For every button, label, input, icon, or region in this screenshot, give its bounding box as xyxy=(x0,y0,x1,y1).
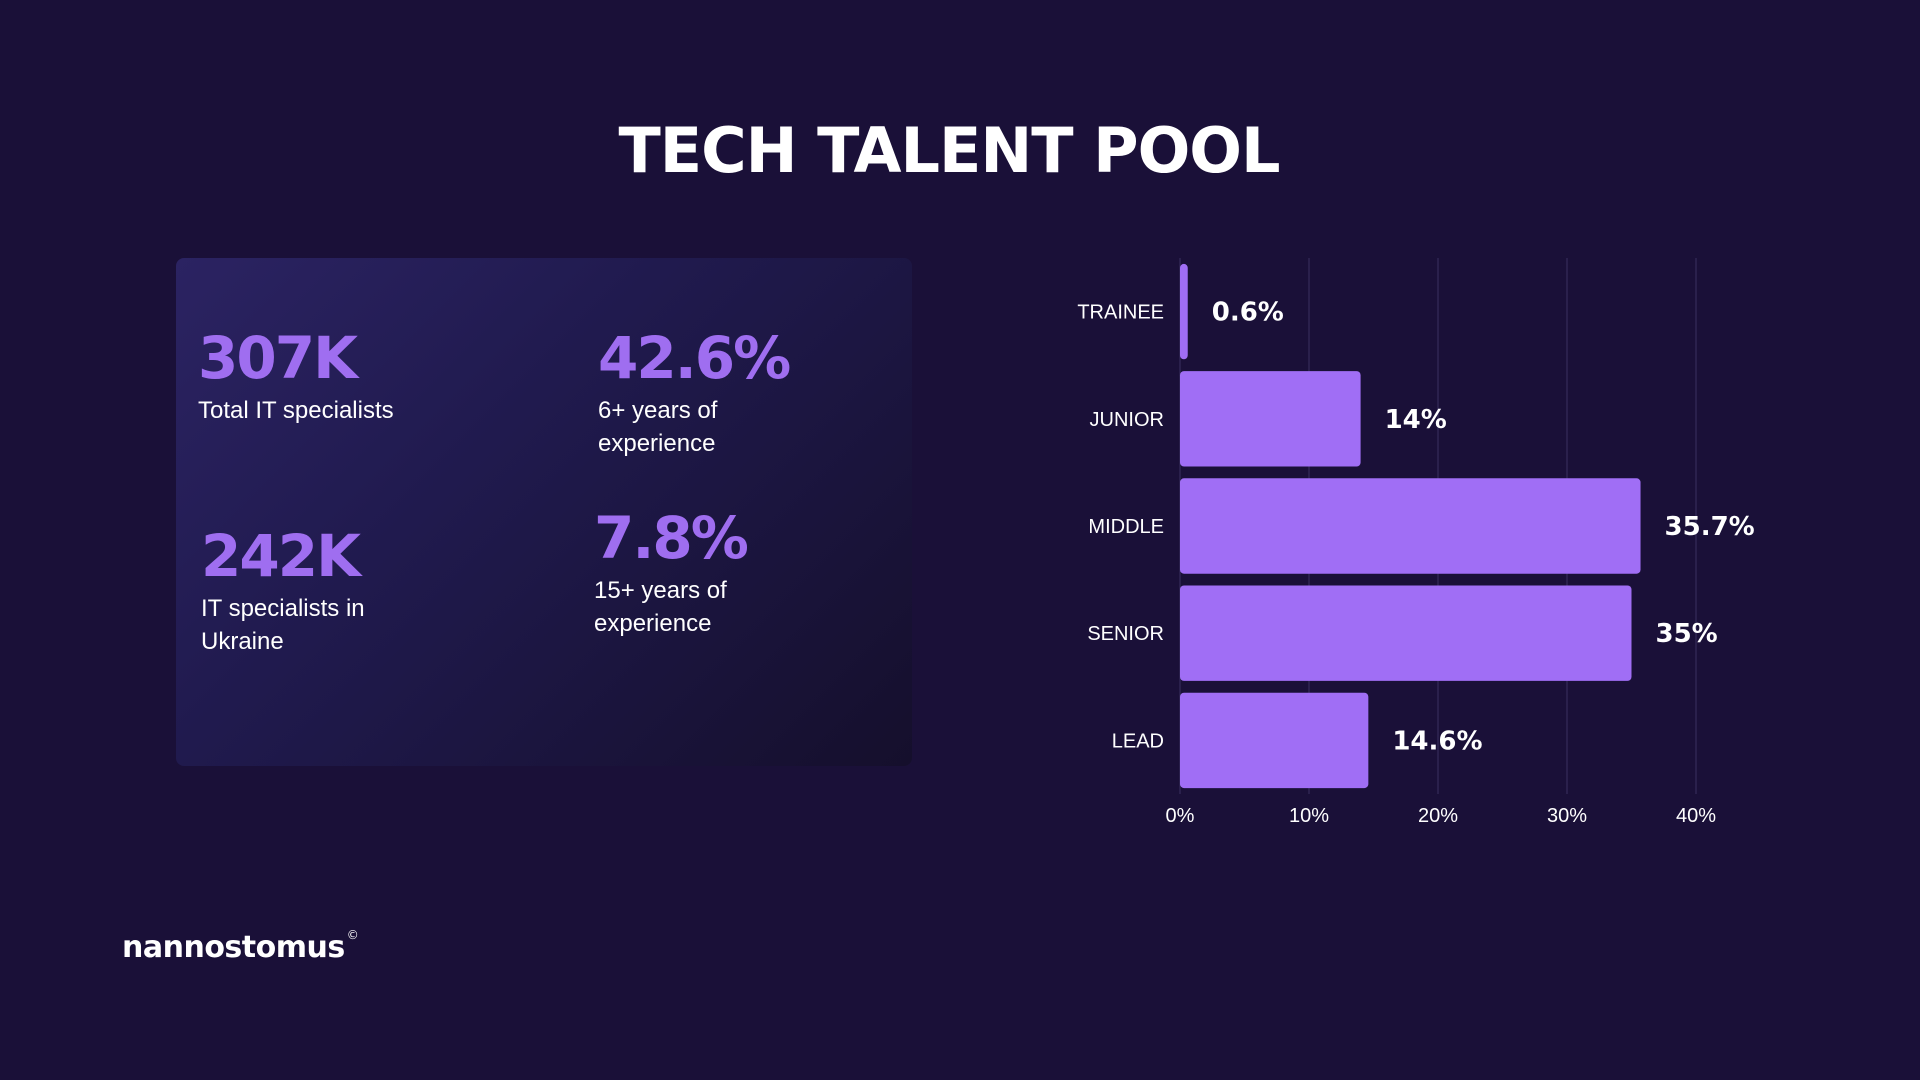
stat-value: 242K xyxy=(201,522,361,590)
stats-card: 307K Total IT specialists 42.6% 6+ years… xyxy=(176,258,912,766)
data-label: 14% xyxy=(1385,405,1447,435)
stat-value: 42.6% xyxy=(598,324,791,392)
seniority-bar-chart: 0% 10% 20% 30% 40% TRAINEE 0.6% JUNIOR 14% MIDDLE… xyxy=(1077,258,1755,827)
stat-total-it-specialists: 307K Total IT specialists xyxy=(198,326,394,427)
category-label: TRAINEE xyxy=(1077,302,1164,324)
stat-label: IT specialists in Ukraine xyxy=(201,595,365,655)
x-tick-label: 20% xyxy=(1418,805,1458,827)
stat-label: 15+ years of experience xyxy=(594,577,727,637)
stat-15-plus-years: 7.8% 15+ years of experience xyxy=(594,504,749,640)
stat-value: 7.8% xyxy=(594,504,749,572)
brand-logo: nannostomus © xyxy=(122,928,359,965)
bar xyxy=(1180,692,1369,789)
x-tick-label: 10% xyxy=(1289,805,1329,827)
bar xyxy=(1180,478,1641,574)
data-label: 14.6% xyxy=(1392,726,1482,756)
bar xyxy=(1180,585,1632,681)
logo-text: nannostomus xyxy=(122,930,345,965)
x-tick-label: 0% xyxy=(1166,805,1195,827)
category-label: MIDDLE xyxy=(1088,516,1164,538)
category-label: LEAD xyxy=(1112,730,1164,752)
stat-6-plus-years: 42.6% 6+ years of experience xyxy=(598,324,791,460)
page-title: TECH TALENT POOL xyxy=(618,114,1280,187)
data-label: 35% xyxy=(1656,619,1718,649)
category-label: SENIOR xyxy=(1087,623,1164,645)
data-label: 0.6% xyxy=(1212,298,1284,328)
stat-label: 6+ years of experience xyxy=(598,397,718,457)
stat-label: Total IT specialists xyxy=(198,397,394,424)
stat-specialists-in-ukraine: 242K IT specialists in Ukraine xyxy=(201,524,365,658)
logo-mark: © xyxy=(346,928,359,942)
stat-value: 307K xyxy=(198,324,358,392)
x-tick-label: 40% xyxy=(1676,805,1716,827)
x-tick-label: 30% xyxy=(1547,805,1587,827)
bar xyxy=(1180,371,1361,467)
data-label: 35.7% xyxy=(1665,512,1755,542)
category-label: JUNIOR xyxy=(1090,409,1164,431)
bar xyxy=(1180,263,1188,360)
